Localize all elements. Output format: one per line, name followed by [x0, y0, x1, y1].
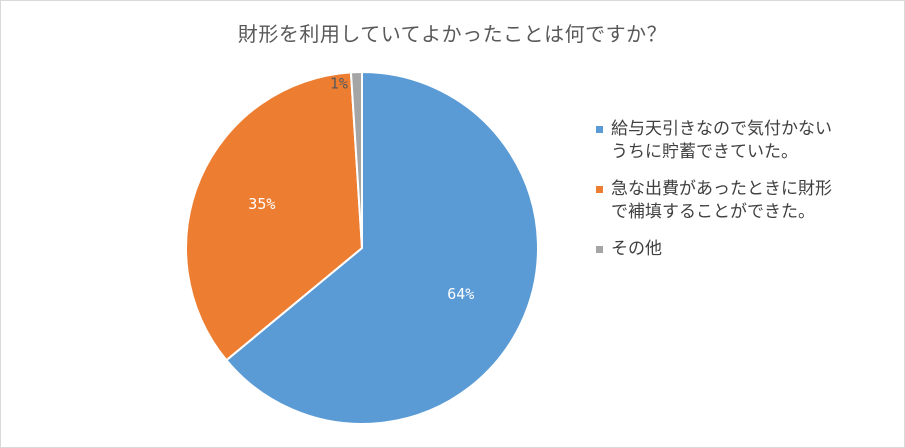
pie-data-label: 64%: [447, 285, 474, 303]
legend-item-salary-deduction: 給与天引きなので気付かない うちに貯蓄できていた。: [596, 118, 896, 164]
chart-title: 財形を利用していてよかったことは何ですか？: [237, 22, 668, 46]
legend-label: 給与天引きなので気付かない うちに貯蓄できていた。: [611, 119, 832, 162]
legend-swatch: [596, 126, 603, 133]
legend-swatch: [596, 186, 603, 193]
pie-data-labels: 64% 35% 1%: [248, 75, 474, 303]
legend-item-other: その他: [596, 238, 896, 261]
pie-data-label: 1%: [330, 75, 348, 93]
legend-label: 急な出費があったときに財形 で補填することができた。: [611, 179, 832, 222]
legend-label: その他: [611, 239, 662, 259]
pie-slices: [185, 70, 539, 425]
pie-slice-emergency-expense: [185, 71, 364, 362]
pie-slice-salary-deduction: [224, 70, 539, 425]
legend-item-emergency-expense: 急な出費があったときに財形 で補填することができた。: [596, 178, 896, 224]
legend-swatch: [596, 246, 603, 253]
pie-slice-other: [349, 70, 363, 249]
pie-data-label: 35%: [248, 195, 275, 213]
legend: 給与天引きなので気付かない うちに貯蓄できていた。 急な出費があったときに財形 …: [596, 118, 896, 275]
